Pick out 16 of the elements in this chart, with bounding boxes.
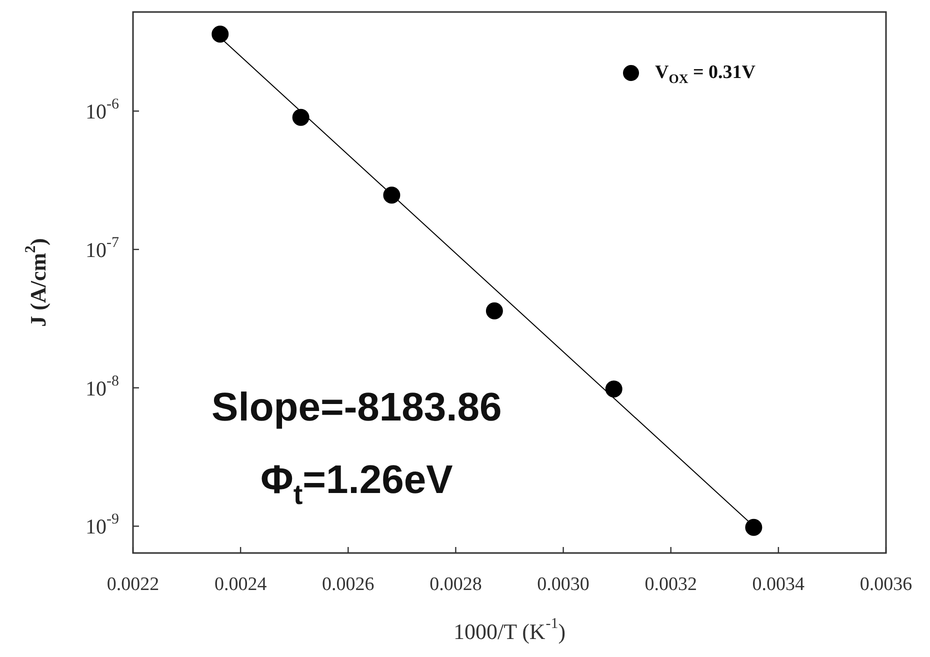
y-axis-title: J (A/cm2) bbox=[23, 238, 51, 327]
x-tick-label: 0.0030 bbox=[537, 574, 590, 595]
point bbox=[486, 302, 503, 320]
point bbox=[212, 26, 229, 43]
x-tick-label: 0.0036 bbox=[860, 574, 912, 595]
annotation: Slope=-8183.86 bbox=[212, 386, 502, 430]
x-tick-label: 0.0028 bbox=[430, 574, 482, 595]
point bbox=[292, 108, 310, 126]
x-tick-label: 0.0034 bbox=[752, 574, 806, 595]
x-tick-label: 0.0022 bbox=[106, 574, 160, 595]
x-tick-label: 0.0032 bbox=[644, 574, 697, 595]
point bbox=[605, 380, 622, 398]
x-tick-label: 0.0026 bbox=[322, 574, 374, 595]
x-tick-label: 0.0024 bbox=[214, 574, 268, 595]
point bbox=[383, 186, 400, 204]
point bbox=[745, 518, 762, 536]
